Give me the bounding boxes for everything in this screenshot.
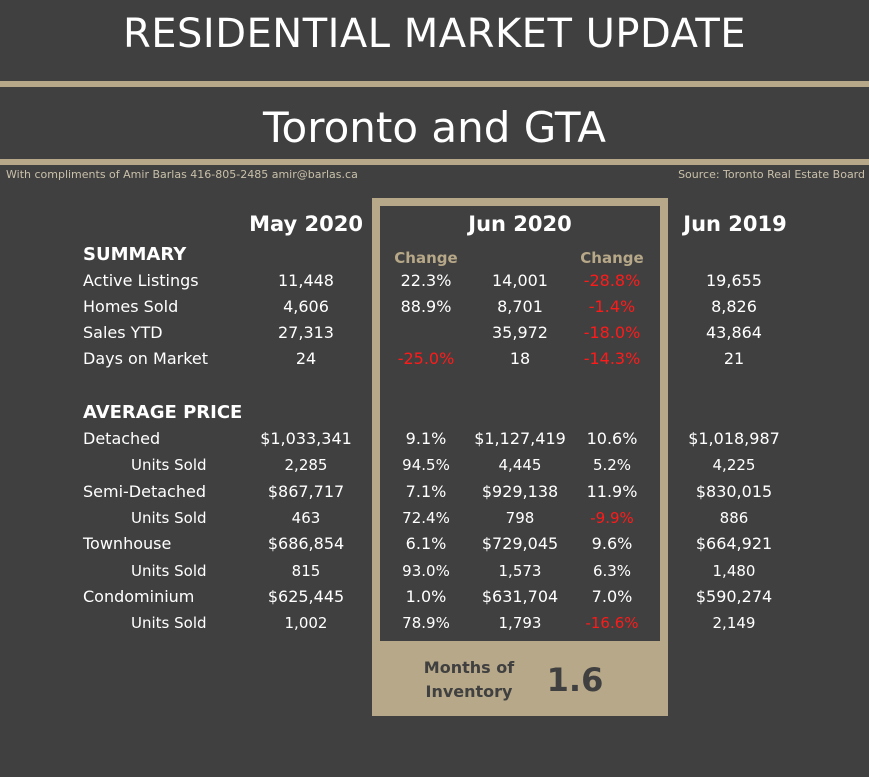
row-label: Days on Market (83, 349, 209, 368)
cell-jun: 14,001 (492, 271, 548, 290)
months-of-inventory-label: Months of Inventory (423, 658, 515, 701)
row-label: Semi-Detached (83, 481, 206, 501)
cell-prev: 4,225 (712, 456, 756, 475)
compliments-note: With compliments of Amir Barlas 416-805-… (6, 168, 358, 181)
cell-may: $867,717 (267, 481, 345, 501)
divider-top (0, 81, 869, 87)
cell-chg1: 94.5% (402, 456, 450, 475)
cell-may: 11,448 (278, 271, 334, 290)
row-label: Townhouse (83, 534, 172, 554)
cell-may: $625,445 (267, 586, 345, 606)
row-label: Units Sold (131, 614, 207, 633)
column-header-may-2020: May 2020 (249, 212, 363, 236)
column-header-jun-2020: Jun 2020 (468, 212, 572, 236)
cell-chg2: -14.3% (583, 349, 641, 368)
summary-heading: SUMMARY (83, 244, 187, 265)
cell-may: 4,606 (283, 297, 329, 316)
cell-chg2: 5.2% (592, 456, 632, 475)
cell-chg1: 72.4% (402, 508, 450, 527)
change-header-1: Change (394, 249, 458, 267)
cell-chg2: -16.6% (585, 614, 639, 633)
cell-jun: 1,793 (498, 614, 542, 633)
row-label: Detached (83, 429, 161, 448)
cell-jun: 1,573 (498, 561, 542, 580)
row-label: Units Sold (131, 456, 207, 475)
cell-jun: 8,701 (497, 297, 543, 316)
cell-chg1: 22.3% (400, 271, 452, 290)
cell-prev: 43,864 (706, 323, 762, 342)
cell-jun: 35,972 (492, 323, 548, 342)
months-of-inventory-value: 1.6 (546, 661, 604, 699)
cell-chg2: -1.4% (588, 297, 636, 316)
page-subtitle: Toronto and GTA (263, 103, 606, 152)
row-label: Active Listings (83, 271, 199, 290)
cell-prev: 886 (719, 508, 749, 527)
row-label: Homes Sold (83, 297, 179, 316)
cell-prev: 1,480 (712, 561, 756, 580)
cell-prev: $590,274 (695, 586, 773, 606)
cell-chg1: 7.1% (405, 481, 447, 501)
cell-chg1: -25.0% (397, 349, 455, 368)
cell-jun: 798 (505, 508, 535, 527)
row-label: Units Sold (131, 508, 207, 527)
row-label: Sales YTD (83, 323, 163, 342)
average-price-heading: AVERAGE PRICE (83, 402, 243, 423)
cell-chg2: -9.9% (590, 508, 634, 527)
cell-prev: 8,826 (711, 297, 757, 316)
cell-may: 463 (291, 508, 321, 527)
jun-2020-panel-inner (380, 206, 660, 641)
cell-may: $686,854 (267, 534, 345, 554)
cell-may: $1,033,341 (260, 429, 352, 448)
cell-may: 815 (291, 561, 321, 580)
cell-jun: $1,127,419 (474, 429, 566, 448)
cell-prev: 19,655 (706, 271, 762, 290)
cell-chg2: 10.6% (586, 429, 638, 448)
source-note: Source: Toronto Real Estate Board (678, 168, 865, 181)
divider-bottom (0, 159, 869, 165)
cell-chg2: -28.8% (583, 271, 641, 290)
cell-chg1: 1.0% (405, 586, 447, 606)
cell-chg2: 6.3% (592, 561, 632, 580)
cell-prev: 2,149 (712, 614, 756, 633)
cell-jun: 18 (509, 349, 531, 368)
cell-jun: $631,704 (481, 586, 559, 606)
cell-chg2: -18.0% (583, 323, 641, 342)
cell-jun: $929,138 (481, 481, 559, 501)
cell-may: 1,002 (284, 614, 328, 633)
cell-chg1: 88.9% (400, 297, 452, 316)
cell-chg1: 93.0% (402, 561, 450, 580)
cell-chg2: 7.0% (591, 586, 633, 606)
page-title: RESIDENTIAL MARKET UPDATE (122, 11, 747, 57)
cell-may: 27,313 (278, 323, 334, 342)
cell-chg2: 11.9% (586, 481, 638, 501)
column-header-jun-2019: Jun 2019 (683, 212, 787, 236)
cell-chg1: 9.1% (405, 429, 447, 448)
change-header-2: Change (580, 249, 644, 267)
cell-chg2: 9.6% (591, 534, 633, 554)
cell-prev: $1,018,987 (688, 429, 780, 448)
cell-jun: 4,445 (498, 456, 542, 475)
cell-may: 2,285 (284, 456, 328, 475)
cell-jun: $729,045 (481, 534, 559, 554)
cell-prev: $830,015 (695, 481, 773, 501)
cell-prev: 21 (723, 349, 745, 368)
cell-chg1: 78.9% (402, 614, 450, 633)
row-label: Condominium (83, 586, 195, 606)
row-label: Units Sold (131, 561, 207, 580)
cell-prev: $664,921 (695, 534, 773, 554)
cell-chg1: 6.1% (405, 534, 447, 554)
cell-may: 24 (295, 349, 317, 368)
